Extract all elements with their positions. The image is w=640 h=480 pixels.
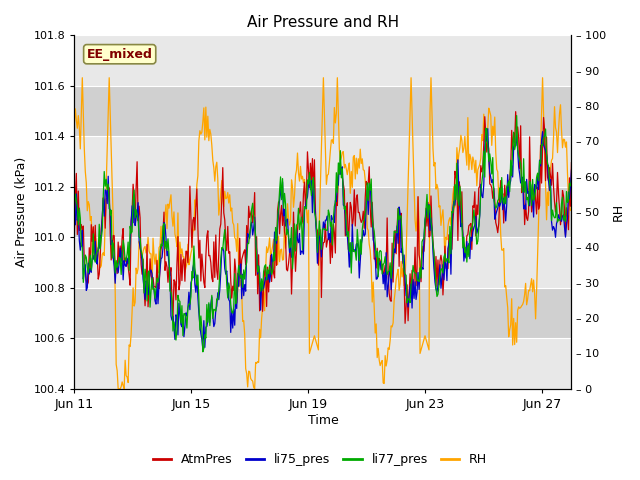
- Bar: [74, 86, 572, 136]
- Bar: [74, 187, 572, 237]
- Bar: [74, 36, 572, 86]
- Bar: [74, 288, 572, 338]
- Bar: [74, 136, 572, 187]
- Title: Air Pressure and RH: Air Pressure and RH: [247, 15, 399, 30]
- Legend: AtmPres, li75_pres, li77_pres, RH: AtmPres, li75_pres, li77_pres, RH: [148, 448, 492, 471]
- Bar: [74, 237, 572, 288]
- X-axis label: Time: Time: [308, 414, 339, 427]
- Text: EE_mixed: EE_mixed: [87, 48, 152, 60]
- Y-axis label: Air Pressure (kPa): Air Pressure (kPa): [15, 157, 28, 267]
- Bar: [74, 338, 572, 389]
- Y-axis label: RH: RH: [612, 203, 625, 221]
